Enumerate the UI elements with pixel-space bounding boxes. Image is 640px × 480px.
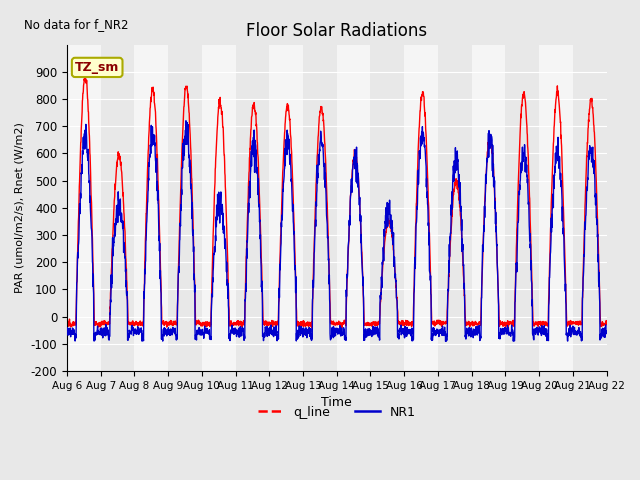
- q_line: [369, 319, 377, 325]
- Legend: q_line, NR1: q_line, NR1: [253, 401, 420, 424]
- NR1: [530, 337, 538, 343]
- NR1: [63, 327, 71, 333]
- q_line: [595, 280, 603, 286]
- NR1: [595, 284, 603, 290]
- NR1: [369, 324, 377, 329]
- q_line: [63, 321, 71, 327]
- q_line: [117, 162, 125, 168]
- NR1: [500, 326, 508, 332]
- Bar: [67, 45, 100, 371]
- Line: q_line: q_line: [67, 75, 607, 328]
- X-axis label: Time: Time: [321, 396, 352, 409]
- Title: Floor Solar Radiations: Floor Solar Radiations: [246, 22, 428, 40]
- Bar: [269, 45, 303, 371]
- NR1: [117, 219, 125, 225]
- Text: TZ_sm: TZ_sm: [75, 61, 120, 74]
- q_line: [81, 72, 89, 78]
- q_line: [500, 320, 508, 325]
- Line: NR1: NR1: [67, 121, 607, 341]
- NR1: [182, 118, 190, 124]
- q_line: [234, 318, 241, 324]
- q_line: [603, 321, 611, 326]
- Bar: [337, 45, 371, 371]
- Text: No data for f_NR2: No data for f_NR2: [24, 18, 128, 32]
- NR1: [234, 332, 241, 337]
- Bar: [472, 45, 506, 371]
- Bar: [404, 45, 438, 371]
- Bar: [202, 45, 236, 371]
- Bar: [539, 45, 573, 371]
- q_line: [530, 322, 538, 328]
- q_line: [308, 325, 316, 331]
- NR1: [442, 338, 449, 344]
- Bar: [134, 45, 168, 371]
- Y-axis label: PAR (umol/m2/s), Rnet (W/m2): PAR (umol/m2/s), Rnet (W/m2): [15, 122, 25, 293]
- NR1: [603, 328, 611, 334]
